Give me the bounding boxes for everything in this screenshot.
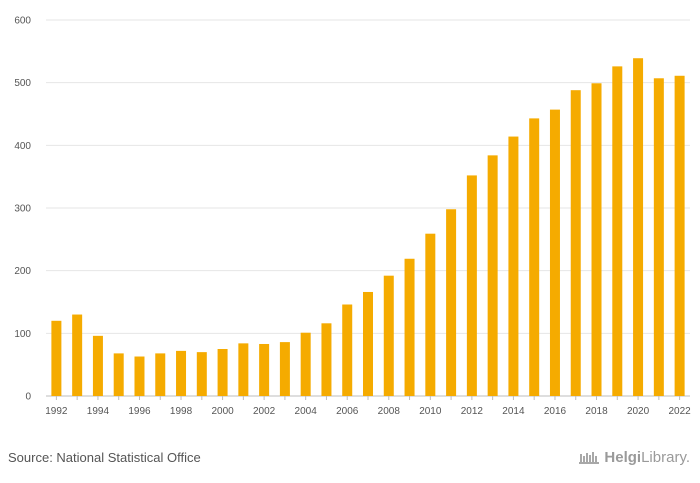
x-tick-label: 2022: [668, 406, 691, 417]
bar-2013: [487, 155, 498, 396]
bar-1999: [196, 352, 207, 396]
gridlines: [46, 19, 690, 397]
x-tick-label: 2000: [211, 406, 234, 417]
bar-1995: [113, 353, 124, 396]
x-tick-label: 2002: [253, 406, 276, 417]
x-tick-label: 2012: [461, 406, 484, 417]
bar-2019: [612, 66, 623, 396]
bar-2009: [404, 258, 415, 396]
bar-2008: [383, 275, 394, 396]
x-tick-label: 2004: [295, 406, 318, 417]
bar-1996: [134, 356, 145, 396]
x-tick-label: 2016: [544, 406, 567, 417]
bar-1994: [92, 335, 103, 396]
logo-text-bold: Helgi: [604, 449, 642, 466]
bar-1993: [72, 314, 83, 396]
y-tick-label: 0: [25, 392, 31, 403]
bar-2018: [591, 83, 602, 396]
bar-2006: [342, 304, 353, 396]
bar-1992: [51, 320, 62, 396]
bar-2004: [300, 332, 311, 396]
x-tick-label: 2020: [627, 406, 650, 417]
x-tick-label: 1996: [128, 406, 151, 417]
bar-chart: 0 100 200 300 400 500 600 1992 1994 1996 1998 2000…: [14, 16, 691, 418]
y-tick-label: 300: [14, 204, 31, 215]
bar-1998: [176, 350, 187, 396]
bar-2001: [238, 343, 249, 396]
helgi-library-logo: HelgiLibrary.: [578, 449, 690, 466]
x-tick-label: 1998: [170, 406, 193, 417]
y-tick-label: 400: [14, 141, 31, 152]
bar-2016: [549, 109, 560, 396]
bar-2010: [425, 233, 436, 396]
source-note: Source: National Statistical Office: [8, 450, 201, 465]
bars: [51, 58, 685, 397]
y-tick-label: 100: [14, 329, 31, 340]
bar-2002: [259, 343, 270, 396]
bar-2022: [674, 75, 685, 397]
bar-2000: [217, 349, 228, 396]
bar-2017: [570, 90, 581, 396]
bar-2007: [363, 291, 373, 396]
x-tick-label: 1992: [45, 406, 68, 417]
logo-text: Library.: [641, 449, 690, 466]
x-tick-label: 2006: [336, 406, 359, 417]
bar-2011: [446, 209, 457, 396]
bar-2015: [529, 118, 540, 397]
bar-2005: [321, 323, 332, 396]
x-axis-ticks: 1992 1994 1996 1998 2000 2002 2004 2006 2008 2010…: [45, 396, 691, 417]
y-tick-label: 200: [14, 266, 31, 277]
bar-2014: [508, 136, 519, 396]
library-icon: [579, 451, 600, 464]
bar-2012: [466, 175, 477, 396]
y-tick-label: 500: [14, 78, 31, 89]
x-tick-label: 2010: [419, 406, 442, 417]
bar-2021: [653, 78, 664, 396]
bar-2003: [279, 342, 290, 396]
x-tick-label: 2008: [378, 406, 401, 417]
y-axis-ticks: 0 100 200 300 400 500 600: [14, 16, 31, 403]
x-tick-label: 2014: [502, 406, 525, 417]
x-tick-label: 2018: [585, 406, 608, 417]
bar-2020: [633, 58, 644, 397]
bar-1997: [155, 353, 166, 396]
y-tick-label: 600: [14, 16, 31, 27]
x-tick-label: 1994: [87, 406, 110, 417]
